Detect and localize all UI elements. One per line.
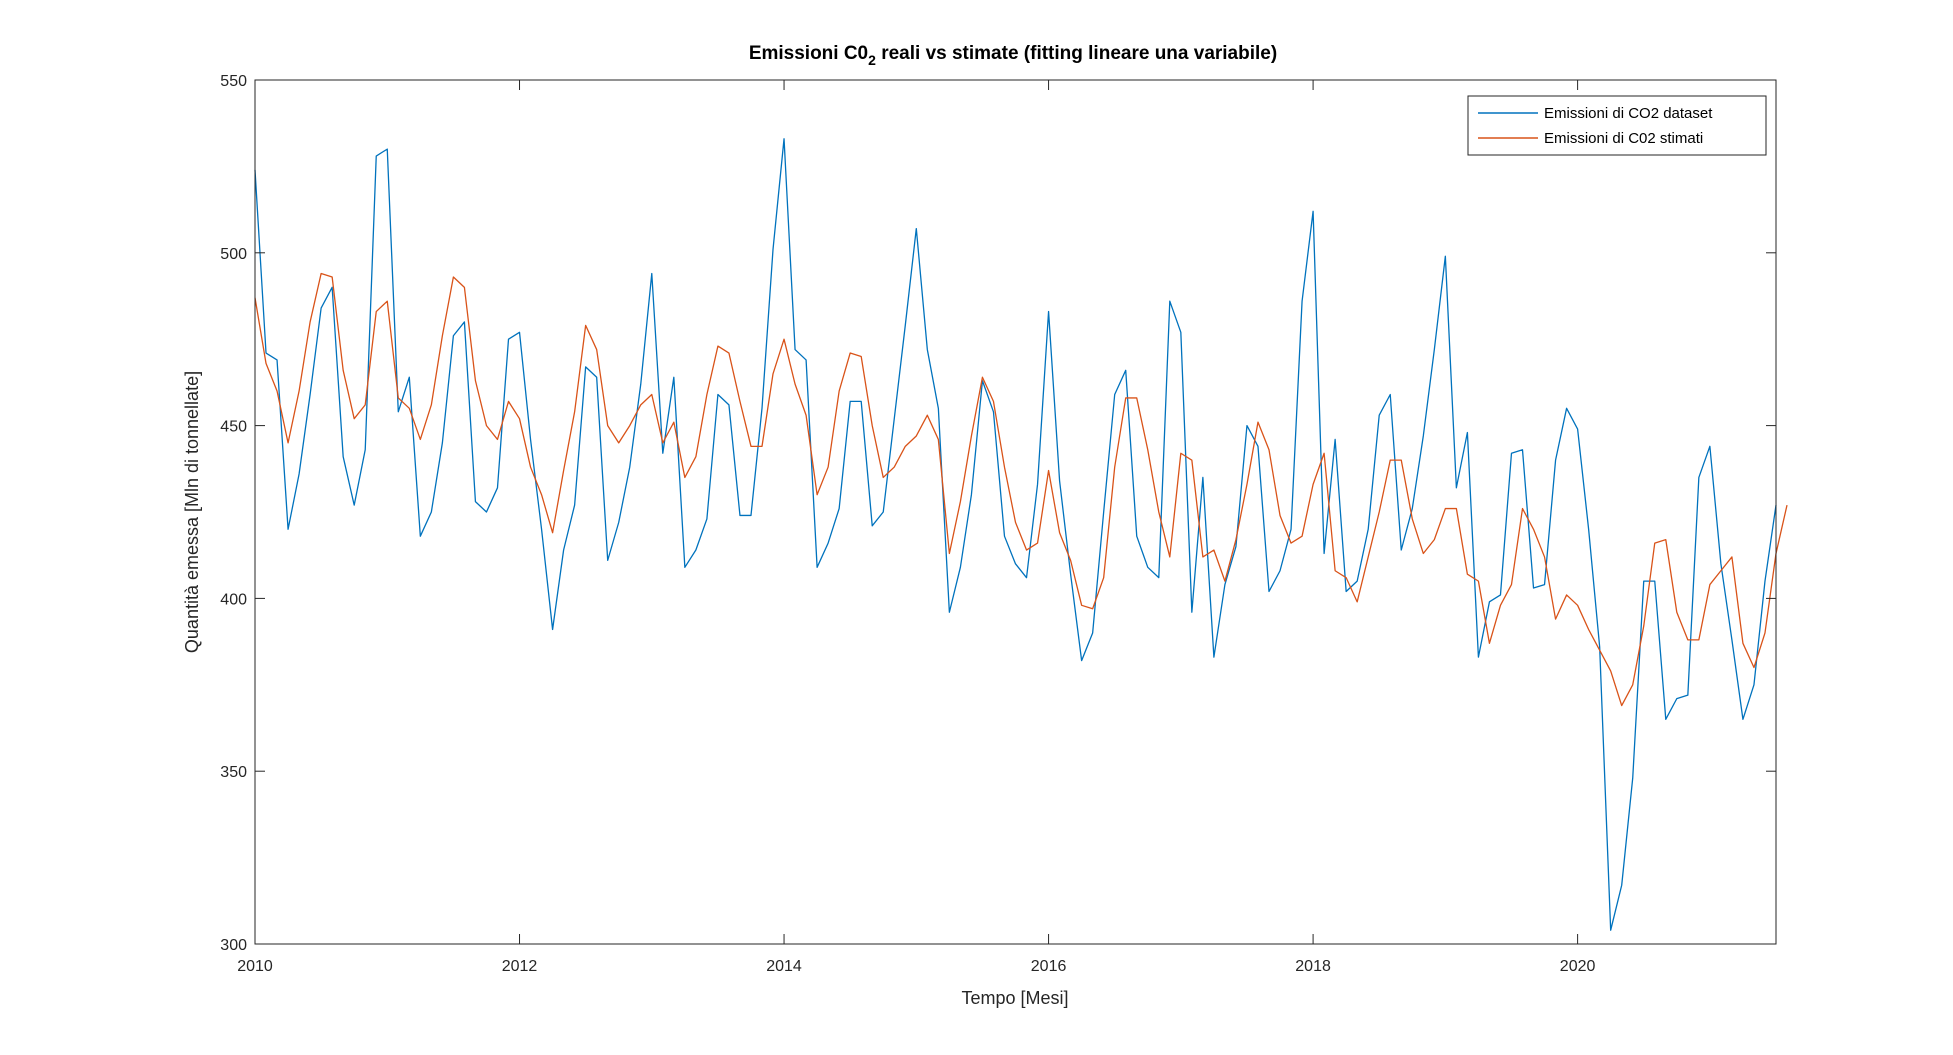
y-tick-label: 300 bbox=[220, 937, 247, 954]
y-axis-label: Quantità emessa [Mln di tonnellate] bbox=[182, 371, 202, 653]
chart-title: Emissioni C02 reali vs stimate (fitting … bbox=[749, 43, 1277, 68]
chart-title-prefix: Emissioni C0 bbox=[749, 43, 868, 64]
y-tick-label: 450 bbox=[220, 419, 247, 436]
y-tick-label: 350 bbox=[220, 764, 247, 781]
series-line-2 bbox=[254, 272, 1788, 707]
legend: Emissioni di CO2 dataset Emissioni di C02… bbox=[1467, 95, 1767, 156]
x-tick-label: 2020 bbox=[1560, 958, 1596, 975]
legend-box bbox=[1467, 95, 1767, 156]
x-tick-label: 2016 bbox=[1031, 958, 1067, 975]
axes-box bbox=[254, 79, 1777, 945]
chart-title-subscript: 2 bbox=[868, 52, 876, 68]
x-tick-label: 2010 bbox=[237, 958, 273, 975]
axis-ticks: 2010 2012 2014 2016 2018 2020 300 350 400 450 500 5… bbox=[220, 73, 1776, 975]
y-tick-label: 400 bbox=[220, 591, 247, 608]
y-tick-label: 500 bbox=[220, 246, 247, 263]
y-tick-label: 550 bbox=[220, 73, 247, 90]
legend-label-1: Emissioni di CO2 dataset bbox=[1544, 105, 1713, 122]
x-axis-label: Tempo [Mesi] bbox=[961, 988, 1068, 1008]
series-line-1 bbox=[254, 138, 1777, 931]
x-tick-label: 2012 bbox=[502, 958, 538, 975]
x-tick-label: 2014 bbox=[766, 958, 802, 975]
x-tick-label: 2018 bbox=[1295, 958, 1331, 975]
plot-area bbox=[254, 138, 1788, 931]
legend-label-2: Emissioni di C02 stimati bbox=[1544, 130, 1703, 147]
chart-title-suffix: reali vs stimate (fitting lineare una va… bbox=[876, 43, 1277, 64]
